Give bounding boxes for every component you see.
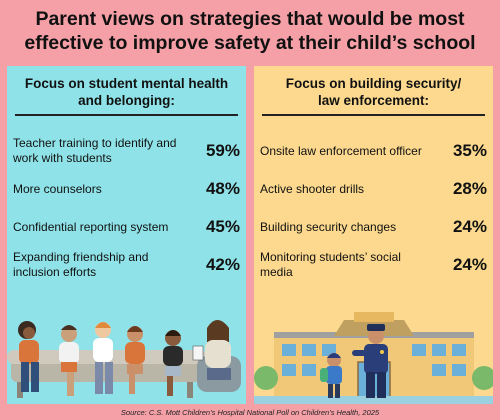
- mental-health-list: Teacher training to identify and work wi…: [7, 132, 246, 284]
- strategy-percent: 35%: [452, 141, 487, 160]
- source-bar: Source: C.S. Mott Children’s Hospital Na…: [0, 404, 500, 420]
- security-list: Onsite law enforcement officer 35% Activ…: [254, 132, 493, 284]
- source-note: Source: C.S. Mott Children’s Hospital Na…: [120, 407, 380, 417]
- title-line-2: effective to improve safety at their chi…: [24, 32, 476, 54]
- strategy-label: Onsite law enforcement officer: [260, 143, 422, 158]
- security-panel: Focus on building security/ law enforcem…: [254, 66, 493, 404]
- strategy-percent: 24%: [452, 217, 487, 236]
- school-officer-illustration: [254, 312, 493, 404]
- strategy-percent: 45%: [205, 217, 240, 236]
- strategy-label: Monitoring students’ social media: [260, 250, 401, 279]
- security-heading-line-1: Focus on building security/: [285, 76, 462, 91]
- list-item: Building security changes 24%: [260, 208, 489, 246]
- list-item: Active shooter drills 28%: [260, 170, 489, 208]
- mental-health-heading-line-2: and belonging:: [78, 93, 175, 108]
- strategy-percent: 48%: [205, 179, 240, 198]
- title-bar: Parent views on strategies that would be…: [0, 0, 500, 62]
- mental-health-panel: Focus on student mental health and belon…: [7, 66, 246, 404]
- strategy-label: Expanding friendship and inclusion effor…: [13, 250, 149, 279]
- mental-health-heading-line-1: Focus on student mental health: [24, 76, 229, 91]
- students-group-illustration: [7, 320, 241, 398]
- list-item: Expanding friendship and inclusion effor…: [13, 246, 242, 284]
- strategy-percent: 59%: [205, 141, 240, 160]
- list-item: Confidential reporting system 45%: [13, 208, 242, 246]
- mental-health-heading: Focus on student mental health and belon…: [15, 66, 238, 116]
- list-item: Monitoring students’ social media 24%: [260, 246, 489, 284]
- security-heading-line-2: law enforcement:: [317, 93, 429, 108]
- list-item: More counselors 48%: [13, 170, 242, 208]
- strategy-label: More counselors: [13, 181, 102, 196]
- strategy-percent: 42%: [205, 255, 240, 274]
- list-item: Onsite law enforcement officer 35%: [260, 132, 489, 170]
- strategy-percent: 24%: [452, 255, 487, 274]
- security-heading: Focus on building security/ law enforcem…: [262, 66, 485, 116]
- title-line-1: Parent views on strategies that would be…: [35, 8, 465, 30]
- strategy-label: Confidential reporting system: [13, 219, 169, 234]
- strategy-label: Teacher training to identify and work wi…: [13, 136, 177, 165]
- strategy-label: Active shooter drills: [260, 181, 365, 196]
- strategy-percent: 28%: [452, 179, 487, 198]
- list-item: Teacher training to identify and work wi…: [13, 132, 242, 170]
- page-title: Parent views on strategies that would be…: [10, 7, 490, 55]
- strategy-label: Building security changes: [260, 219, 397, 234]
